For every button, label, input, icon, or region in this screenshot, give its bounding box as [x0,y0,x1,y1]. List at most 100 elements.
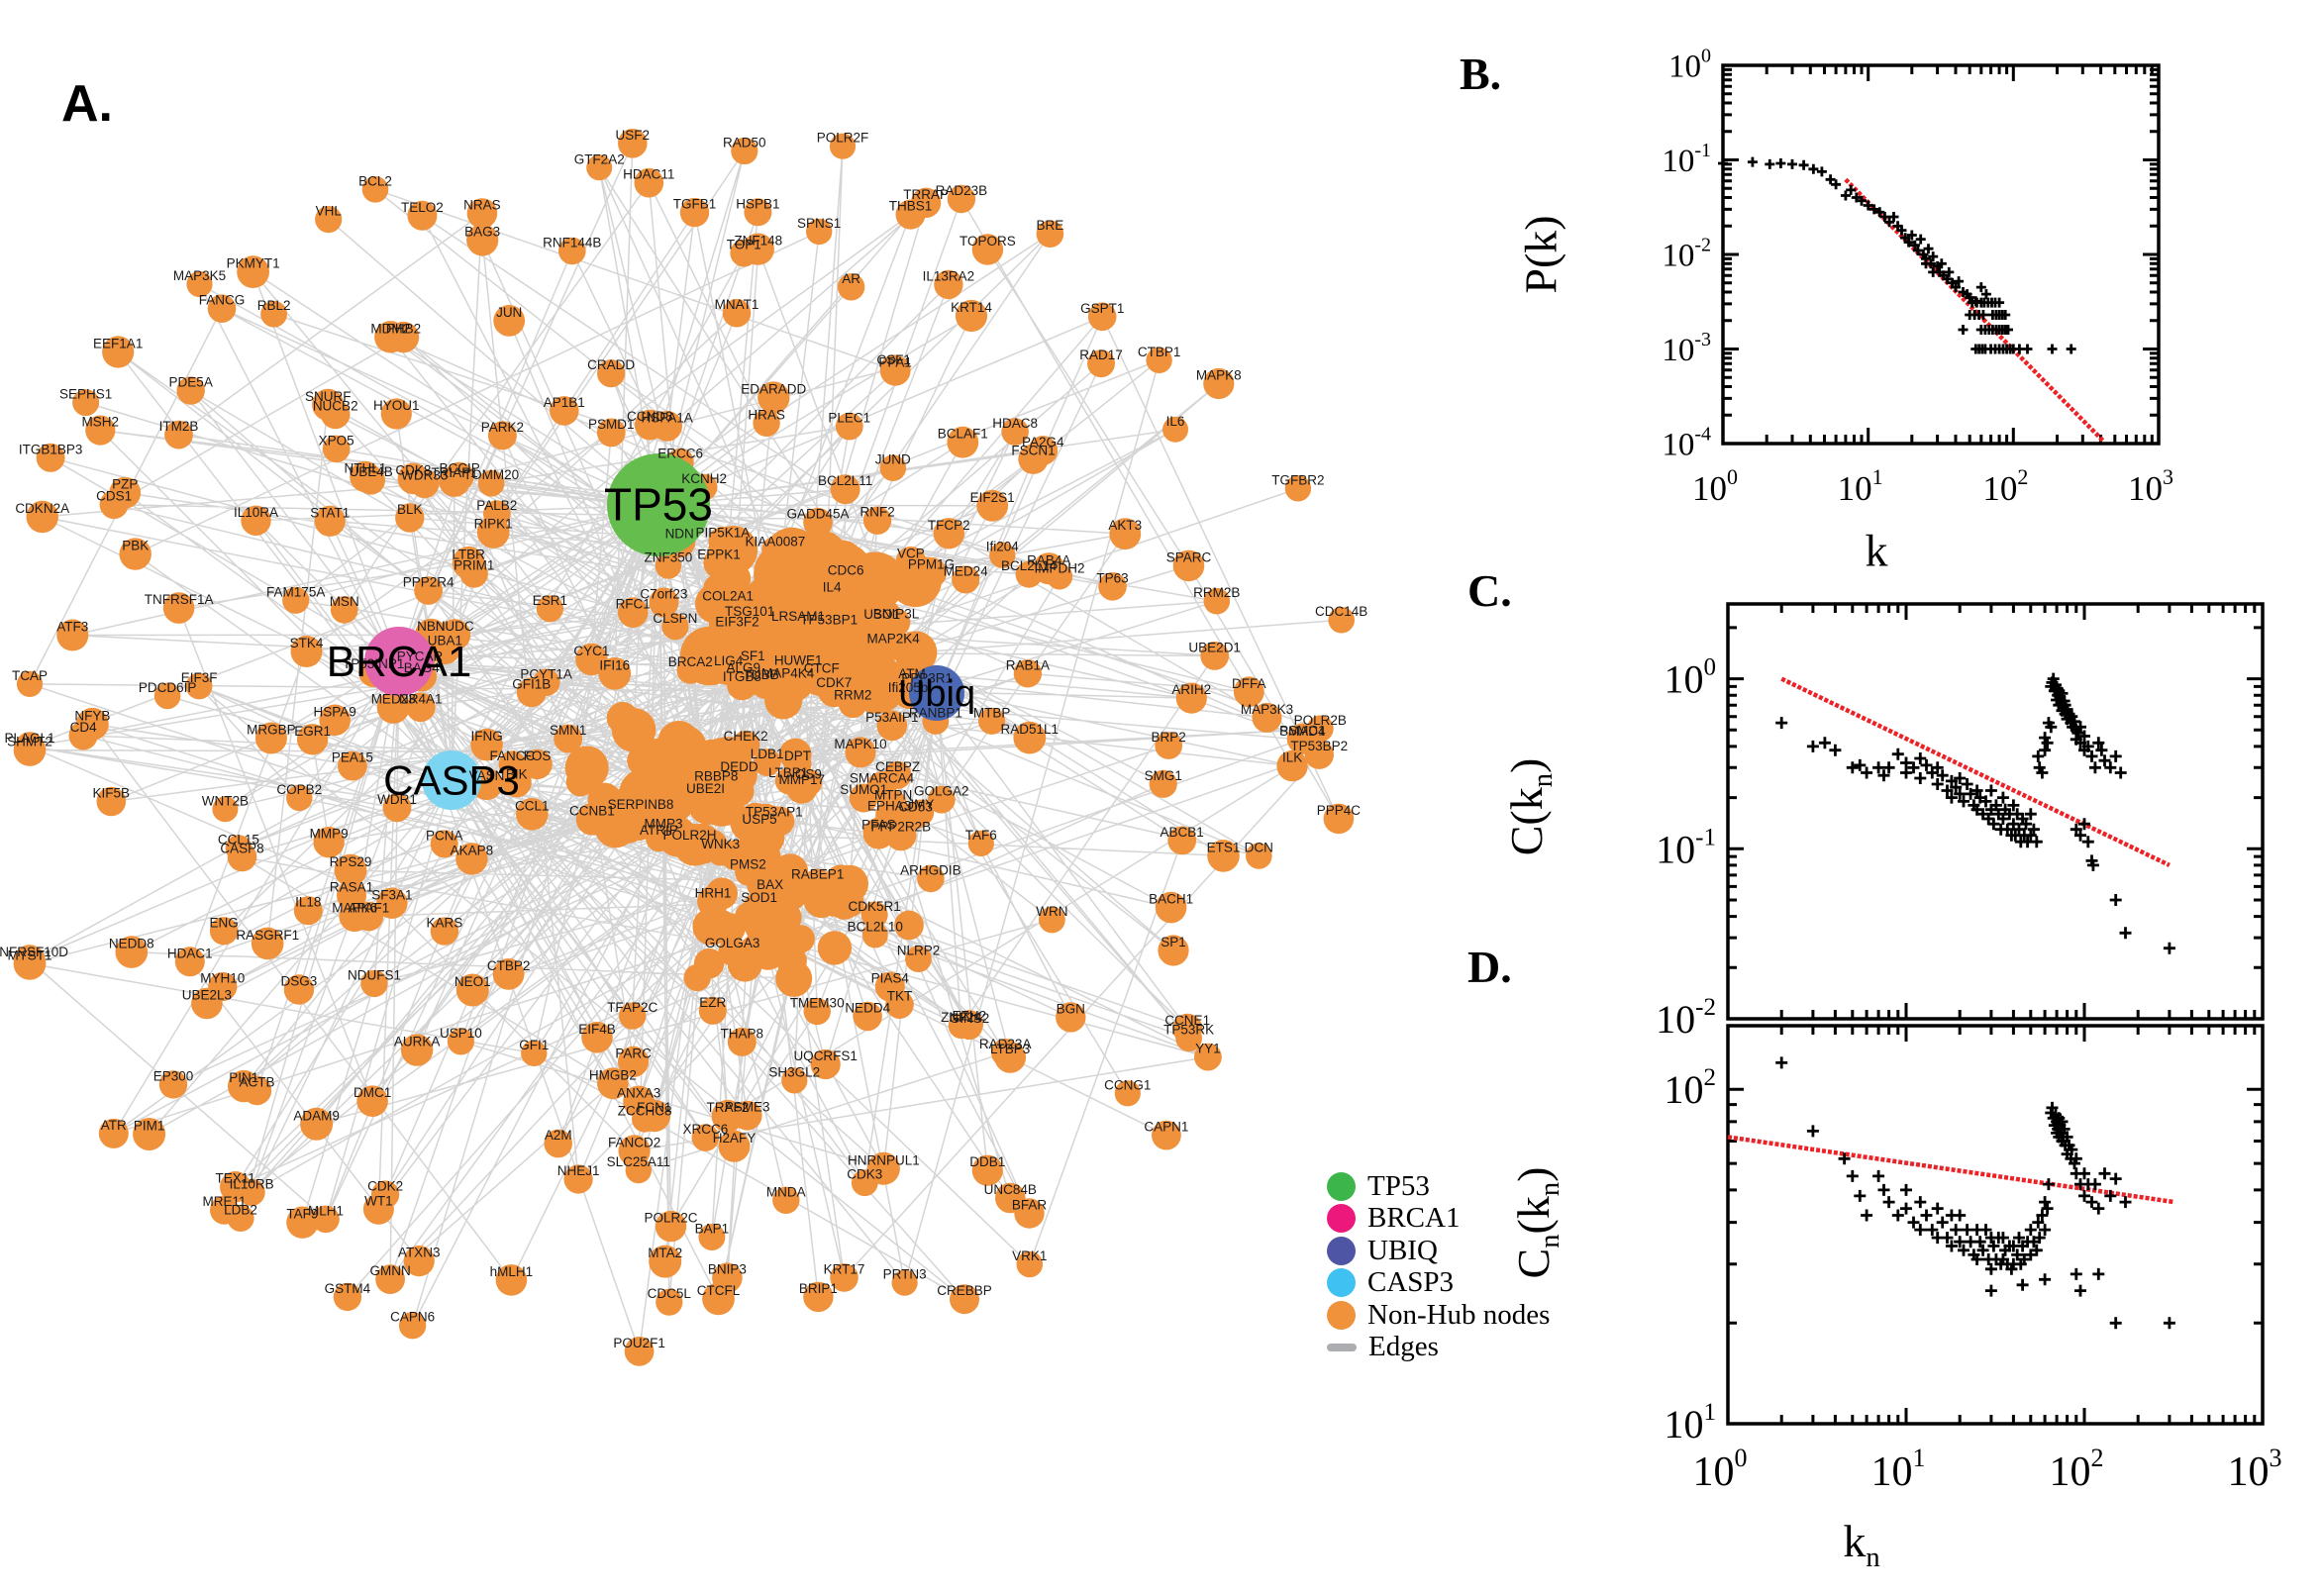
network-node-label: HDAC1 [167,946,213,960]
network-node-label: PMS2 [730,856,766,871]
network-node-label: NLRP2 [897,944,941,958]
plot-d-xtick: 103 [2228,1444,2282,1495]
network-node-label: IFNG [470,729,502,744]
network-node-label: CHEK2 [724,729,768,744]
network-node-label: SERPINB8 [608,797,674,812]
network-node-label: CDC6 [828,563,864,578]
network-node [1015,560,1043,588]
network-node [290,636,323,667]
network-node [371,1180,400,1209]
network-node-label: FANCD2 [608,1135,660,1149]
network-node [374,321,407,353]
network-node-label: NUDC [436,619,474,634]
network-node-label: RBBP8 [694,768,738,783]
network-node-label: IL6 [1166,414,1185,429]
plot-d-ytick: 101 [1665,1399,1717,1446]
network-node-label: HYOU1 [373,398,420,413]
hub-node-brca1 [364,627,434,696]
network-node-label: FANCG [199,293,246,308]
network-node-label: CCNG1 [1104,1077,1151,1092]
network-node-label: RAD23B [936,183,988,198]
network-node-label: HRH1 [695,886,732,901]
network-node [1039,906,1065,934]
legend-item-4: Non-Hub nodes [1327,1299,1550,1332]
network-node [350,460,381,493]
network-node-label: THAP8 [721,1026,764,1041]
network-node [731,731,760,759]
network-node-label: PPP2R2B [870,820,931,835]
network-node-label: USO1 [863,607,900,622]
network-node [693,948,725,979]
network-node [452,547,485,579]
network-node-label: IL18 [295,895,321,910]
network-node [191,987,223,1020]
plot-d-scatter-points [1775,1056,2175,1330]
network-node [618,1046,650,1077]
network-node-label: TRAF2 [707,1100,750,1115]
panel-a-label: A. [61,75,113,133]
legend-circle-swatch [1327,1171,1356,1201]
network-node-label: EIF2S1 [970,490,1015,505]
network-node [947,426,979,458]
network-node [971,234,1004,265]
network-node [775,945,807,976]
network-node [16,670,44,698]
network-node [860,901,888,929]
network-node [1014,1198,1045,1229]
network-node [455,843,488,875]
network-node-label: CDKN2A [15,501,69,516]
network-node-label: MLH1 [308,1203,344,1218]
network-node-label: TOP1 [727,238,761,252]
network-node-label: TFCP2 [928,518,970,533]
axis-title-text: C(k [1500,787,1552,856]
network-node-label: KIF5B [93,786,131,801]
network-node-label: JUND [875,452,911,467]
network-node [771,665,804,698]
network-node-label: HDAC8 [992,416,1038,431]
axis-title-subscript: n [1528,773,1560,788]
network-node-label: BCLAF1 [938,427,988,442]
network-node-label: TFAP2C [607,1000,657,1015]
network-node [835,412,863,441]
network-node [917,864,945,893]
network-node [807,661,837,692]
network-node-label: BAX [757,877,783,892]
network-node [845,737,876,768]
network-node [1200,642,1230,670]
hub-node-label: CASP3 [383,756,520,803]
network-node-label: CTBP2 [487,958,531,973]
network-node-label: CDK5R1 [849,899,901,914]
network-node-label: BCCIP [439,460,479,475]
network-node [722,298,752,328]
network-node [619,1002,647,1030]
network-node-label: DFFA [1232,676,1266,691]
network-node-label: COL2A1 [702,589,754,604]
network-node-label: FANCC [490,748,536,763]
network-node-label: UBE2L3 [182,988,232,1003]
network-node [521,1040,548,1067]
network-node [102,336,135,368]
network-node [439,465,470,497]
network-node [36,443,65,472]
network-node-label: AR [842,271,860,286]
network-node-label: CCND3 [627,409,673,424]
network-node-label: C7orf23 [640,587,687,602]
network-node-label: SPNS1 [797,216,841,231]
network-node-label: UBE4B [349,464,392,479]
network-node [1098,572,1127,601]
network-node [761,536,789,563]
plot-c-ytick: 10-1 [1656,824,1716,871]
legend-item-label: UBIQ [1367,1234,1438,1266]
network-node [731,137,758,165]
network-graph: POLR2CMNDAIfi205bPOLR2BZNF24USF2BCCIPWDR… [0,128,1367,1366]
network-node-label: MED23 [371,691,416,706]
network-node-label: PLEC1 [828,411,870,426]
network-node-label: A2M [545,1128,572,1143]
network-node-label: CTBP1 [1138,345,1181,359]
network-node-label: BGN [1057,1001,1085,1016]
network-node-label: KRT17 [824,1261,865,1276]
network-node [98,1118,129,1148]
network-node-label: KIAA0087 [746,534,806,549]
network-node-label: WRN [1036,904,1067,919]
network-node [891,1269,918,1296]
